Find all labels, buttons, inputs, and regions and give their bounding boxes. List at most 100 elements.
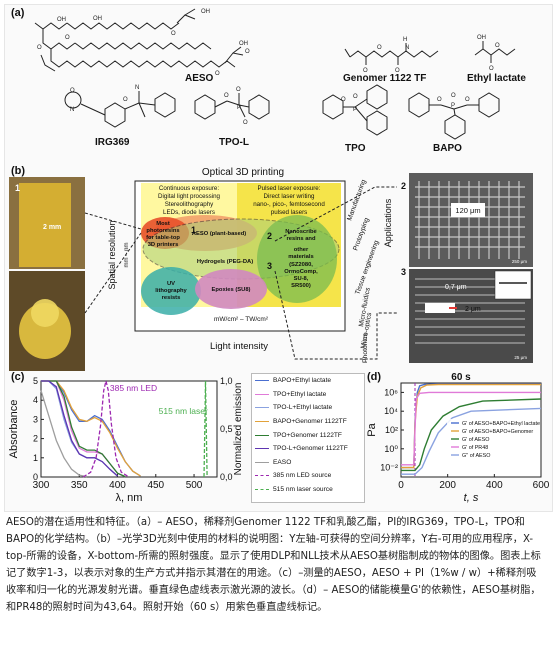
x-tick-label-2: 400 <box>109 480 126 491</box>
uv-region <box>141 267 201 315</box>
legend-entry-3: BAPO+Genomer 1122TF <box>252 415 364 429</box>
svg-text:O: O <box>451 93 456 99</box>
panel-c-label: (c) <box>11 371 25 383</box>
region-number-1: 1 <box>191 225 196 235</box>
series-line-4 <box>401 407 542 475</box>
y-tick-label-1: 10⁰ <box>384 444 398 454</box>
legend-entry-6: EASO <box>252 456 364 470</box>
svg-text:N: N <box>70 107 74 113</box>
x-tick-label-2: 400 <box>486 480 503 491</box>
nanoscribe-line-8: SR500) <box>291 283 311 289</box>
legend-swatch-6 <box>255 461 269 463</box>
chart-title: 60 s <box>451 372 471 383</box>
um2-label: 2 μm <box>465 306 481 313</box>
legend-label-4: G'' of AESO <box>462 453 490 459</box>
legend-swatch-2 <box>255 407 269 409</box>
svg-text:O: O <box>465 97 470 103</box>
nanoscribe-line-4: materials <box>288 254 313 260</box>
series-line-3 <box>401 391 541 466</box>
svg-text:O: O <box>65 35 70 41</box>
photo-label-1: 1 <box>15 183 20 193</box>
svg-text:P: P <box>353 107 357 113</box>
y-tick-label-1: 1 <box>33 453 38 463</box>
chem-aeso: AESO <box>185 73 214 84</box>
svg-text:OH: OH <box>201 9 210 15</box>
photo-label-3: 3 <box>401 267 406 277</box>
x-tick-label-0: 0 <box>398 480 404 491</box>
legend-label-3: BAPO+Genomer 1122TF <box>273 418 347 426</box>
svg-text:O: O <box>395 68 400 74</box>
y2-axis-label: Normalized emission <box>233 383 244 476</box>
scale25-label: 25 μm <box>514 355 527 360</box>
legend-label-8: 515 nm laser source <box>273 486 333 494</box>
annotation-385: 385 nm LED <box>110 383 157 393</box>
right-box-line-4: pulsed lasers <box>271 209 307 216</box>
mm-label: 2 mm <box>43 224 61 231</box>
app-manufacturing: Manufacturing <box>346 179 367 222</box>
series-line-6 <box>40 390 88 478</box>
svg-text:P: P <box>451 103 455 109</box>
nanoscribe-line-5: (SZ2080, <box>289 262 313 268</box>
left-box-line-4: LEDs, diode lasers <box>163 209 215 216</box>
x-axis-unit: mW/cm² – TW/cm² <box>214 316 269 323</box>
legend-entry-2: TPO-L+Ethyl lactate <box>252 401 364 415</box>
legend-label-2: G' of AESO <box>462 437 489 443</box>
y-tick-label-5: 5 <box>33 376 38 386</box>
chem-genomer: Genomer 1122 TF <box>343 73 427 84</box>
svg-text:P: P <box>237 105 241 111</box>
svg-text:H: H <box>403 37 407 43</box>
svg-text:OH: OH <box>477 35 486 41</box>
annotation-515: 515 nm laser <box>159 406 208 416</box>
legend-swatch-4 <box>255 434 269 436</box>
legend-label-1: TPO+Ethyl lactate <box>273 390 327 398</box>
series-line-4 <box>41 380 126 478</box>
x-axis-label: t, s <box>464 492 479 504</box>
svg-text:O: O <box>353 94 358 100</box>
svg-text:O: O <box>489 66 494 72</box>
plot-frame <box>40 380 218 478</box>
legend-swatch-0 <box>255 380 269 382</box>
y2-tick-label-1: 0,5 <box>220 424 233 434</box>
region-number-3: 3 <box>267 261 272 271</box>
legend-label-2: TPO-L+Ethyl lactate <box>273 404 333 412</box>
photo-label-2: 2 <box>401 181 406 191</box>
chem-tpo-l: TPO-L <box>219 137 249 148</box>
svg-text:OH: OH <box>57 17 66 23</box>
x-tick-label-4: 500 <box>186 480 203 491</box>
legend-entry-1: TPO+Ethyl lactate <box>252 388 364 402</box>
x-axis-label: λ, nm <box>116 492 143 504</box>
app-prototyping: Prototyping <box>352 217 370 252</box>
most-line-2: photoresins <box>146 228 179 234</box>
legend-label-3: G' of PR48 <box>462 445 488 451</box>
x-tick-label-1: 200 <box>439 480 456 491</box>
figure-caption: AESO的潜在适用性和特征。（a）– AESO，稀释剂Genomer 1122 … <box>6 517 541 613</box>
legend-swatch-3 <box>255 421 269 423</box>
chart-c-legend: BAPO+Ethyl lactate TPO+Ethyl lactate TPO-L… <box>251 373 365 503</box>
y-axis-unit: mm – nm <box>124 242 130 267</box>
panel-b-label: (b) <box>11 165 26 177</box>
svg-text:O: O <box>363 68 368 74</box>
nanoscribe-line-2: resins and <box>287 236 316 242</box>
series-line-2 <box>401 398 542 472</box>
right-box-line-3: nano-, pico-, femtosecond <box>253 201 325 208</box>
svg-text:O: O <box>224 93 229 99</box>
epoxies-label: Epoxies (SU8) <box>212 287 251 293</box>
modulus-chart: 60 s 0 200 400 600 10⁻² 10⁰ 10² 10⁴ 10⁶ t, s Pa G' o… <box>366 372 549 504</box>
svg-text:O: O <box>171 31 176 37</box>
legend-entry-4: TPO+Genomer 1122TF <box>252 428 364 442</box>
legend-label-7: 385 nm LED source <box>273 472 332 480</box>
svg-text:O: O <box>215 71 220 77</box>
svg-text:O: O <box>243 120 248 126</box>
legend-swatch-7 <box>255 475 269 477</box>
panel-d-label: (d) <box>367 371 382 383</box>
series-line-8 <box>203 380 208 478</box>
left-box-line-3: Stereolithography <box>165 201 214 208</box>
y2-tick-label-0: 0,0 <box>220 472 233 482</box>
most-line-1: Most <box>156 221 170 227</box>
nanoscribe-line-6: OrmoComp, <box>284 269 318 275</box>
legend-label-1: G' of AESO+BAPO+Genomer <box>462 429 533 435</box>
uv-line-2: lithography <box>155 288 187 294</box>
x-tick-label-1: 350 <box>71 480 88 491</box>
legend-label-0: G' of AESO+BAPO+Ethyl lactate <box>462 421 540 427</box>
